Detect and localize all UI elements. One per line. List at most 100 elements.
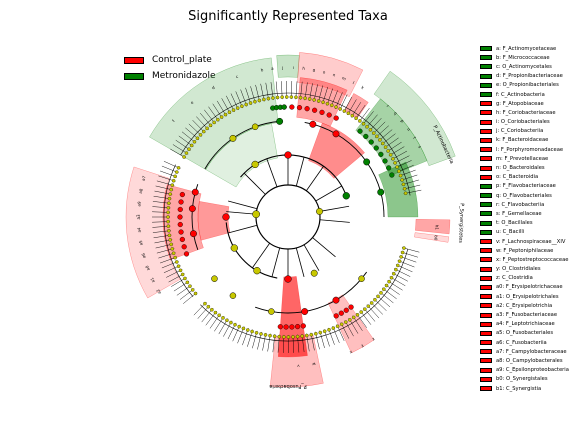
leaf-node [219, 115, 224, 119]
leaf-node [388, 153, 393, 157]
leaf-node [244, 102, 248, 107]
leaf-node [241, 326, 246, 331]
clade-node [304, 106, 310, 112]
taxa-legend-item: b: F_Micrococcaceae [480, 53, 569, 62]
leaf-node [394, 267, 398, 272]
taxa-legend-swatch [480, 119, 492, 125]
clade-node [284, 275, 292, 283]
legend-swatch-control [124, 56, 144, 64]
taxa-legend-item: b0: O_Synergistales [480, 375, 569, 384]
taxa-legend-item: g: F_Atopobiaceae [480, 99, 569, 108]
clade-highlight [297, 52, 364, 98]
branch-spoke [252, 242, 270, 269]
taxa-legend-label: o: C_Bacteroidia [496, 174, 539, 181]
clade-highlight [308, 122, 365, 179]
leaf-node [342, 109, 347, 113]
taxa-legend-label: t: O_Bacillales [496, 220, 533, 227]
leaf-node [396, 263, 400, 268]
taxa-legend-swatch [480, 275, 492, 281]
clade-highlight [276, 54, 300, 78]
taxa-legend-swatch [480, 284, 492, 290]
leaf-node [348, 318, 352, 322]
clade-node [251, 160, 259, 169]
clade-node [312, 107, 318, 113]
leaf-node [254, 331, 259, 335]
clade-node [190, 230, 197, 238]
clade-letter: u [406, 127, 412, 132]
leaf-node [395, 165, 399, 169]
clade-letter: h [302, 66, 306, 71]
clade-node [177, 214, 183, 220]
leaf-node [188, 284, 192, 288]
taxa-legend-item: a2: C_Erysipelotrichia [480, 301, 569, 310]
branch-spoke [303, 244, 320, 271]
leaf-node [176, 264, 181, 268]
taxa-legend-label: a6: C_Fusobacteriia [496, 339, 547, 346]
leaf-node [168, 238, 172, 242]
clade-node [348, 304, 354, 310]
branch-arc [225, 222, 278, 279]
leaf-node [174, 170, 179, 174]
clade-node [179, 236, 185, 243]
taxa-legend-label: s: F_Gemellaceae [496, 210, 542, 217]
clade-letter: e [189, 99, 195, 105]
taxa-legend-swatch [480, 321, 492, 327]
clade-node [386, 165, 392, 171]
clade-node [188, 205, 196, 213]
clade-node [296, 105, 303, 111]
leaf-node [178, 268, 183, 273]
leaf-node [167, 229, 171, 233]
legend-swatch-metronidazole [124, 72, 144, 80]
branch-spoke [319, 205, 350, 212]
leaf-node [400, 178, 404, 182]
leaf-node [231, 108, 236, 112]
leaf-node [400, 250, 405, 255]
clade-node [178, 229, 184, 235]
taxa-legend-swatch [480, 46, 492, 52]
clade-letter: c [235, 74, 239, 79]
leaf-node [393, 161, 397, 165]
clade-node [300, 323, 306, 329]
clade-letter: b [260, 67, 264, 72]
leaf-node [174, 260, 179, 264]
clade-letter: a5 [138, 240, 144, 246]
taxa-legend-swatch [480, 82, 492, 88]
clade-letter: a0 [144, 265, 151, 272]
taxa-legend-swatch [480, 110, 492, 116]
taxa-legend-swatch [480, 312, 492, 318]
leaf-node [198, 133, 203, 137]
taxa-legend-item: q: O_Flavobacteriales [480, 191, 569, 200]
leaf-node [171, 178, 176, 183]
taxa-legend-label: f: C_Actinobacteria [496, 91, 545, 98]
leaf-node [339, 322, 344, 327]
clade-node [332, 296, 340, 304]
branch-spoke [226, 211, 257, 215]
branch-spoke [266, 158, 278, 188]
leaf-node [185, 280, 190, 285]
leaf-node [195, 136, 200, 141]
leaf-node [398, 173, 403, 178]
legend-label-metronidazole: Metronidazole [152, 71, 216, 81]
taxa-legend-item: w: F_Peptoniphilaceae [480, 246, 569, 255]
leaf-node [166, 210, 170, 215]
clade-node [179, 191, 185, 198]
leaf-node [300, 334, 304, 338]
taxa-legend-label: b1: C_Synergistia [496, 385, 542, 392]
leaf-node [187, 147, 191, 151]
leaf-node [167, 233, 172, 238]
taxa-legend-item: v: F_Lachnospiraceae__XIV [480, 237, 569, 246]
leaf-node [298, 95, 303, 100]
taxa-legend-swatch [480, 202, 492, 208]
taxa-legend-swatch [480, 257, 492, 263]
leaf-node [168, 192, 172, 196]
leaf-node [272, 334, 277, 339]
leaf-node [192, 140, 197, 144]
leaf-node [205, 126, 209, 131]
taxa-legend-label: w: F_Peptoniphilaceae [496, 247, 554, 254]
clade-node [389, 172, 395, 178]
leaf-node [327, 328, 331, 332]
clade-node [277, 324, 283, 330]
clade-letter: t [412, 136, 417, 140]
leaf-node [263, 333, 268, 337]
taxa-legend-swatch [480, 64, 492, 70]
